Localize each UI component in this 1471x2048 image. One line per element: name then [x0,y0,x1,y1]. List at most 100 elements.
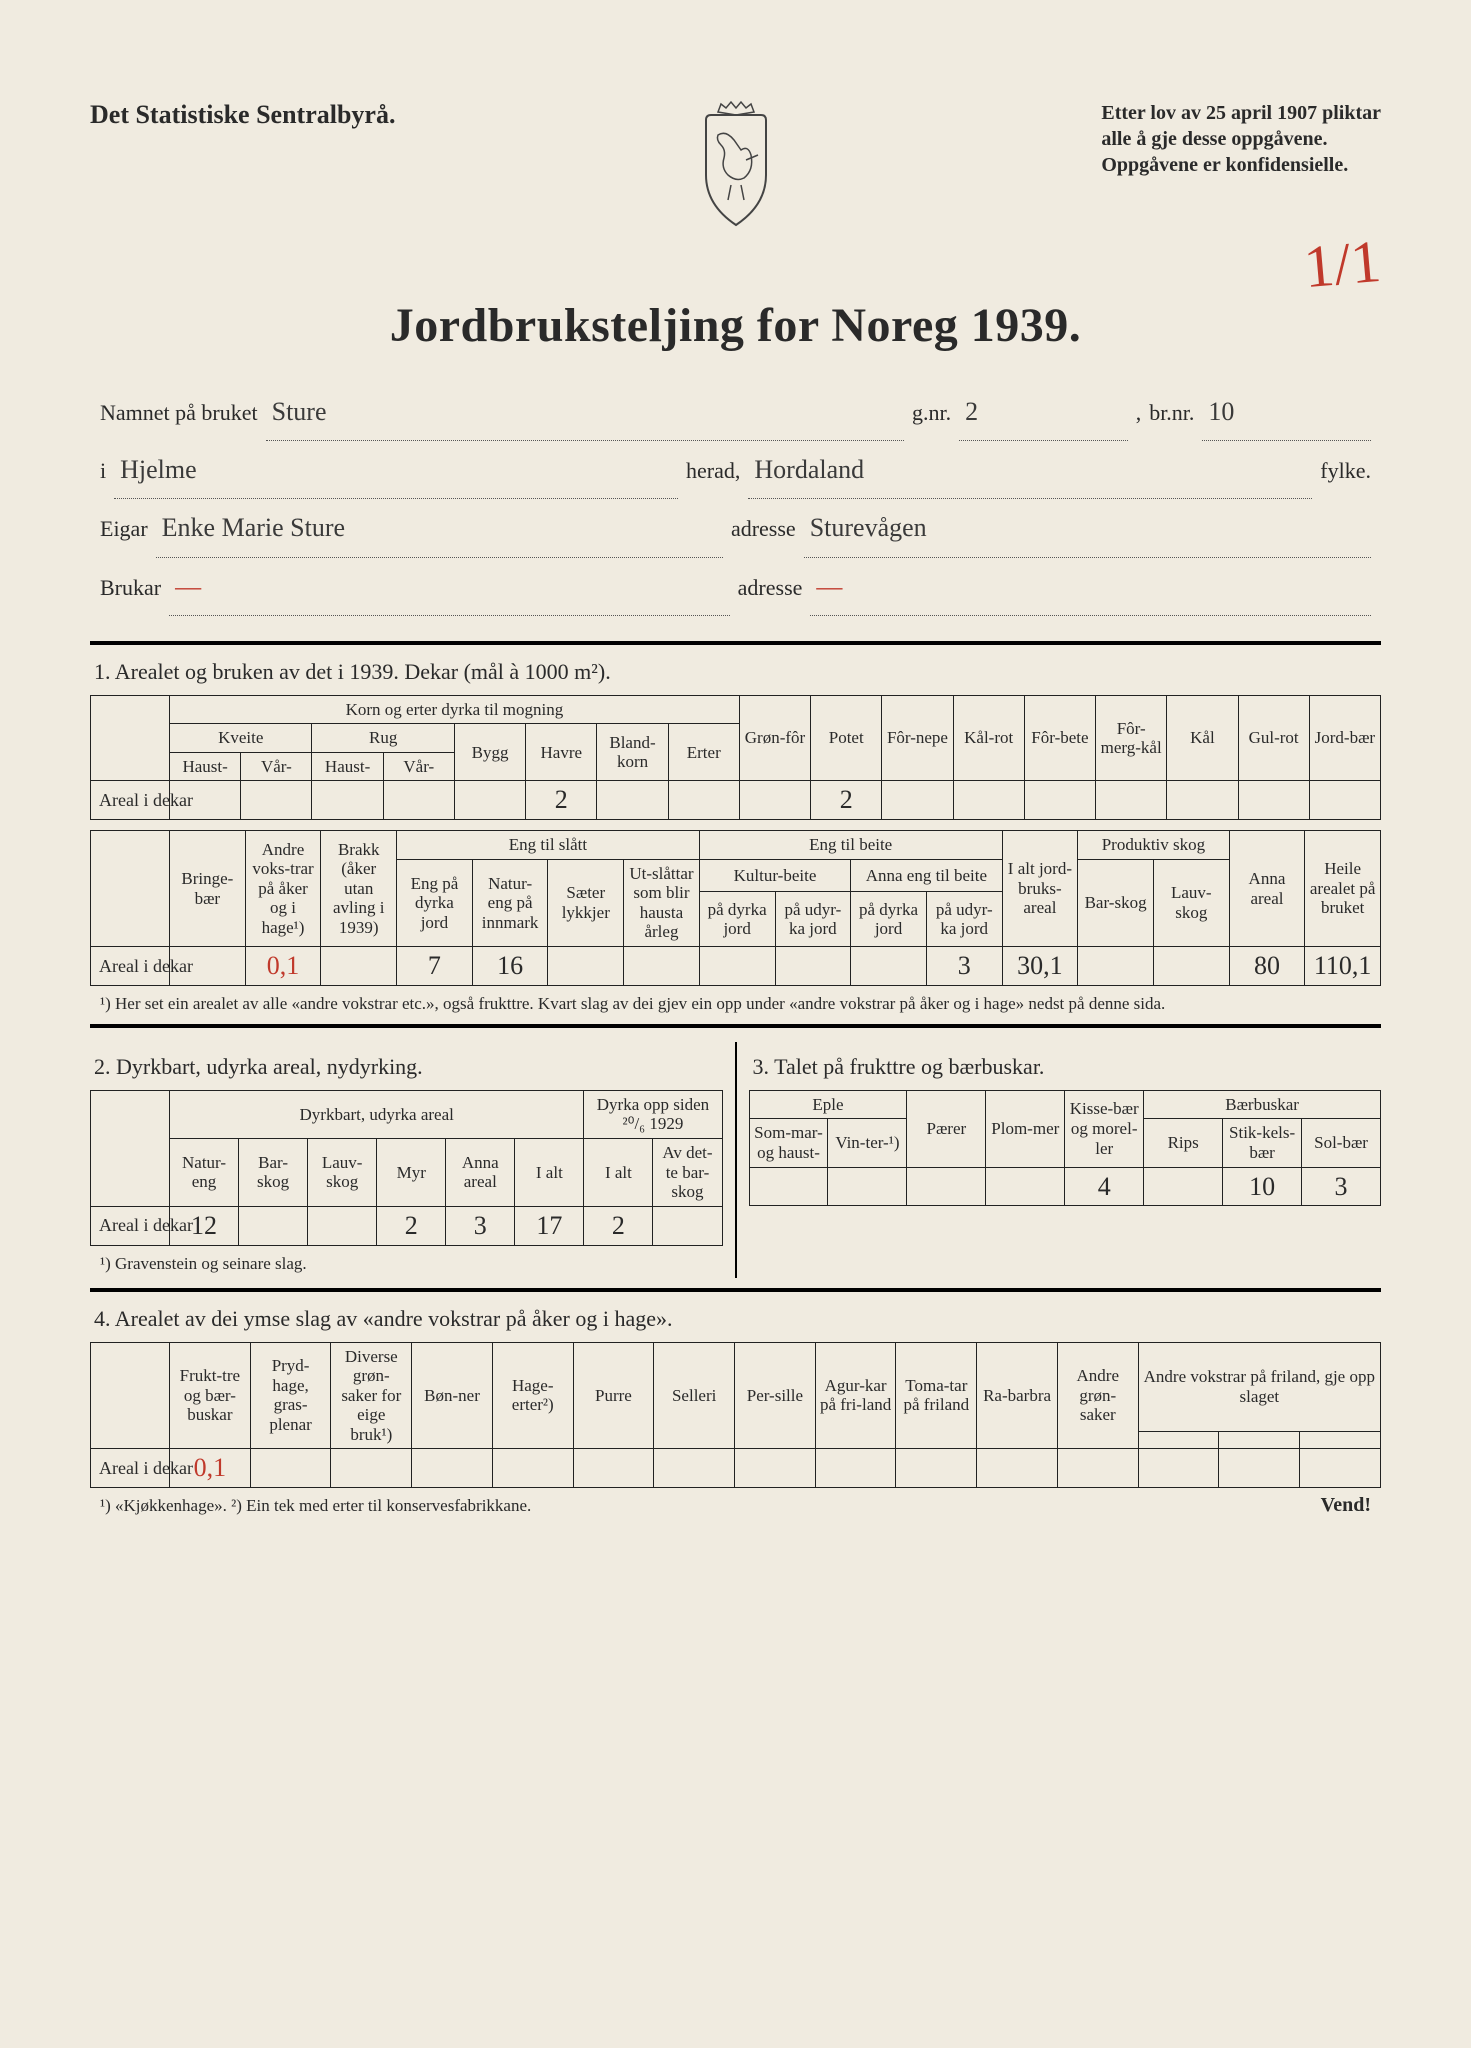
th-s2-ialt: I alt [515,1139,584,1207]
th-pryd: Pryd-hage, gras-plenar [250,1342,331,1449]
th-kb-udyrka: på udyr-ka jord [775,892,851,947]
fylke-value: Hordaland [748,441,1312,499]
th-havre: Havre [526,724,597,781]
herad-label: herad, [686,447,740,495]
th-s2-anna: Anna areal [446,1139,515,1207]
kommune-value: Hjelme [114,441,678,499]
th-stikkels: Stik-kels-bær [1223,1119,1302,1167]
th-kveite: Kveite [170,724,312,753]
th-kveite-haust: Haust- [170,752,241,781]
law-notice: Etter lov av 25 april 1907 pliktar alle … [1101,100,1381,178]
th-andre-friland: Andre vokstrar på friland, gje opp slage… [1138,1342,1380,1432]
th-anna-beite: Anna eng til beite [851,859,1002,891]
th-heile: Heile arealet på bruket [1305,831,1381,947]
th-purre: Purre [573,1342,654,1449]
th-ialt-jord: I alt jord-bruks-areal [1002,831,1078,947]
val-solbaer: 3 [1302,1167,1381,1206]
footnote-2: ¹) Gravenstein og seinare slag. [100,1254,723,1274]
rule-2 [90,1024,1381,1028]
rowlabel-1b: Areal i dekar [91,947,170,986]
th-s2-dyrka-bar: Av det-te bar-skog [653,1139,722,1207]
eigar-label: Eigar [100,505,148,553]
th-kb-dyrka: på dyrka jord [699,892,775,947]
rule-1 [90,641,1381,645]
coat-of-arms-icon [686,100,786,235]
th-bygg: Bygg [454,724,525,781]
val-s2-anna: 3 [446,1206,515,1245]
val-kisse: 4 [1065,1167,1144,1206]
th-solbaer: Sol-bær [1302,1119,1381,1167]
th-eng-dyrka: Eng på dyrka jord [397,859,473,946]
brukar-value: — [169,558,730,616]
section4-heading: 4. Arealet av dei ymse slag av «andre vo… [94,1306,1381,1332]
th-eple: Eple [749,1090,907,1119]
val-eng-dyrka: 7 [397,947,473,986]
th-blandkorn: Bland-korn [597,724,668,781]
th-frukt: Frukt-tre og bær-buskar [170,1342,251,1449]
th-s2-lauvskog: Lauv-skog [308,1139,377,1207]
th-som-haust: Som-mar-og haust- [749,1119,828,1167]
adresse-label-2: adresse [738,564,803,612]
th-potet: Potet [811,695,882,781]
red-annotation: 1/1 [1301,227,1383,302]
th-rabarbra: Ra-barbra [977,1342,1058,1449]
th-s2-barskog: Bar-skog [239,1139,308,1207]
th-anna-areal: Anna areal [1229,831,1305,947]
th-selleri: Selleri [654,1342,735,1449]
footnote-4: ¹) «Kjøkkenhage». ²) Ein tek med erter t… [100,1496,531,1516]
brnr-label: br.nr. [1149,389,1194,437]
th-formergkal: Fôr-merg-kål [1096,695,1167,781]
th-ab-dyrka: på dyrka jord [851,892,927,947]
val-heile: 110,1 [1305,947,1381,986]
th-tomatar: Toma-tar på friland [896,1342,977,1449]
law-line3: Oppgåvene er konfidensielle. [1101,154,1348,176]
th-s2-myr: Myr [377,1139,446,1207]
val-anna-udyrka: 3 [926,947,1002,986]
val-s2-myr: 2 [377,1206,446,1245]
section3-heading: 3. Talet på frukttre og bærbuskar. [753,1054,1382,1080]
th-rips: Rips [1144,1119,1223,1167]
th-bonner: Bøn-ner [412,1342,493,1449]
val-potet: 2 [811,781,882,820]
th-kulturbeite: Kultur-beite [699,859,850,891]
val-s2-ialt: 17 [515,1206,584,1245]
agency-name: Det Statistiske Sentralbyrå. [90,100,395,130]
footnote-1: ¹) Her set ein arealet av alle «andre vo… [100,994,1381,1014]
table-4: Frukt-tre og bær-buskar Pryd-hage, gras-… [90,1342,1381,1489]
val-stikkels: 10 [1223,1167,1302,1206]
th-brakk: Brakk (åker utan avling i 1939) [321,831,397,947]
th-paerer: Pærer [907,1090,986,1167]
law-line1: Etter lov av 25 april 1907 pliktar [1101,102,1381,124]
sections-2-3: 2. Dyrkbart, udyrka areal, nydyrking. Dy… [90,1042,1381,1278]
val-andre: 0,1 [245,947,321,986]
brukar-label: Brukar [100,564,161,612]
rowlabel-2: Areal i dekar [91,1206,170,1245]
th-s2-natureng: Natur-eng [170,1139,239,1207]
th-gronfor: Grøn-fôr [739,695,810,781]
th-erter: Erter [668,724,739,781]
th-forbete: Fôr-bete [1024,695,1095,781]
th-barskog: Bar-skog [1078,859,1154,946]
th-rug-vaar: Vår- [383,752,454,781]
law-line2: alle å gje desse oppgåvene. [1101,128,1327,150]
th-kveite-vaar: Vår- [241,752,312,781]
document-page: Det Statistiske Sentralbyrå. Etter lov a… [0,0,1471,2048]
table-1a: Korn og erter dyrka til mogning Grøn-fôr… [90,695,1381,821]
table-3: Eple Pærer Plom-mer Kisse-bær og morel-l… [749,1090,1382,1207]
th-persille: Per-sille [735,1342,816,1449]
document-title: Jordbruksteljing for Noreg 1939. [90,298,1381,353]
th-saeter: Sæter lykkjer [548,859,624,946]
rowlabel-1a: Areal i dekar [91,781,170,820]
adresse-label-1: adresse [731,505,796,553]
rowlabel-4: Areal i dekar [91,1449,170,1488]
val-natur: 16 [472,947,548,986]
identity-block: Namnet på bruket Sture g.nr. 2 , br.nr. … [90,383,1381,631]
th-korn-group: Korn og erter dyrka til mogning [170,695,740,724]
brnr-value: 10 [1202,383,1371,441]
fylke-label: fylke. [1320,447,1371,495]
th-natur-innmark: Natur-eng på innmark [472,859,548,946]
th-kalrot: Kål-rot [953,695,1024,781]
th-rug: Rug [312,724,454,753]
th-gulrot: Gul-rot [1238,695,1309,781]
th-s2-dyrka-ialt: I alt [584,1139,653,1207]
